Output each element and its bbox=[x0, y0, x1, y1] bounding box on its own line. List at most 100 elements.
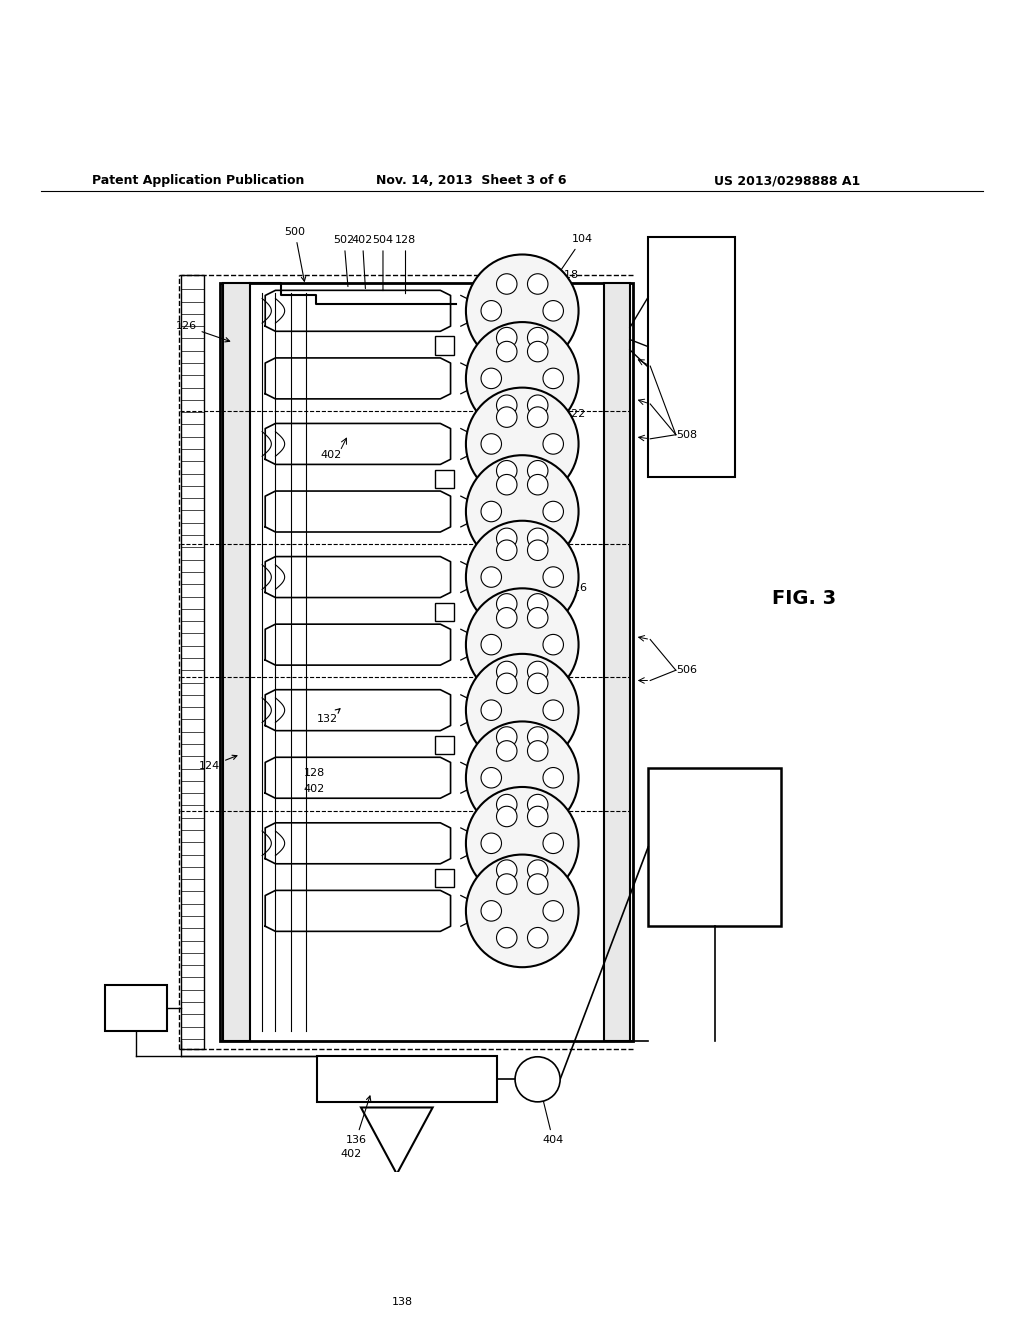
Bar bbox=[435, 470, 454, 488]
Circle shape bbox=[497, 327, 517, 348]
Text: 502: 502 bbox=[334, 235, 354, 286]
Polygon shape bbox=[360, 1107, 432, 1173]
Circle shape bbox=[466, 722, 579, 834]
Circle shape bbox=[481, 502, 502, 521]
Circle shape bbox=[481, 635, 502, 655]
Text: 138: 138 bbox=[391, 1298, 413, 1307]
Circle shape bbox=[543, 700, 563, 721]
Circle shape bbox=[527, 928, 548, 948]
Text: 500: 500 bbox=[285, 227, 306, 281]
Circle shape bbox=[497, 673, 517, 693]
Circle shape bbox=[527, 461, 548, 480]
Bar bbox=[105, 985, 167, 1031]
Text: 124: 124 bbox=[199, 755, 237, 771]
Circle shape bbox=[527, 795, 548, 814]
Circle shape bbox=[527, 741, 548, 762]
Bar bbox=[435, 603, 454, 622]
Text: 128: 128 bbox=[395, 235, 416, 294]
Text: 506: 506 bbox=[676, 665, 697, 676]
Bar bbox=[220, 284, 633, 1041]
Circle shape bbox=[527, 607, 548, 628]
Circle shape bbox=[497, 859, 517, 880]
Circle shape bbox=[481, 566, 502, 587]
Bar bbox=[648, 767, 781, 927]
Circle shape bbox=[481, 833, 502, 854]
Polygon shape bbox=[356, 1179, 437, 1241]
Circle shape bbox=[466, 787, 579, 900]
Text: 404: 404 bbox=[532, 1061, 563, 1146]
Circle shape bbox=[543, 434, 563, 454]
Circle shape bbox=[543, 502, 563, 521]
Text: 402: 402 bbox=[352, 235, 373, 289]
Circle shape bbox=[466, 854, 579, 968]
Text: 402: 402 bbox=[304, 784, 325, 795]
Circle shape bbox=[527, 528, 548, 549]
Circle shape bbox=[527, 874, 548, 894]
Circle shape bbox=[466, 455, 579, 568]
Text: 122: 122 bbox=[544, 409, 587, 420]
Text: Patent Application Publication: Patent Application Publication bbox=[92, 174, 304, 187]
Circle shape bbox=[527, 540, 548, 561]
Circle shape bbox=[497, 727, 517, 747]
Bar bbox=[223, 284, 250, 1041]
Circle shape bbox=[497, 741, 517, 762]
Circle shape bbox=[543, 566, 563, 587]
Circle shape bbox=[466, 255, 579, 367]
Text: 508: 508 bbox=[676, 430, 697, 440]
Text: 402: 402 bbox=[321, 450, 341, 461]
Circle shape bbox=[466, 388, 579, 500]
Circle shape bbox=[497, 874, 517, 894]
Text: 504: 504 bbox=[373, 235, 393, 290]
Circle shape bbox=[497, 273, 517, 294]
Circle shape bbox=[497, 807, 517, 826]
Circle shape bbox=[527, 327, 548, 348]
Circle shape bbox=[543, 635, 563, 655]
Circle shape bbox=[481, 301, 502, 321]
Circle shape bbox=[543, 368, 563, 388]
Text: 128: 128 bbox=[304, 768, 325, 777]
Circle shape bbox=[481, 900, 502, 921]
Circle shape bbox=[481, 434, 502, 454]
Circle shape bbox=[497, 928, 517, 948]
Bar bbox=[604, 284, 630, 1041]
Text: 402: 402 bbox=[340, 1148, 361, 1159]
Circle shape bbox=[497, 407, 517, 428]
Circle shape bbox=[543, 900, 563, 921]
Text: US 2013/0298888 A1: US 2013/0298888 A1 bbox=[714, 174, 860, 187]
Circle shape bbox=[527, 395, 548, 416]
Text: 114: 114 bbox=[528, 598, 572, 607]
Bar bbox=[648, 238, 735, 477]
Circle shape bbox=[527, 807, 548, 826]
Text: 136: 136 bbox=[345, 1096, 371, 1146]
Circle shape bbox=[543, 301, 563, 321]
Circle shape bbox=[527, 661, 548, 681]
Circle shape bbox=[497, 528, 517, 549]
Circle shape bbox=[497, 540, 517, 561]
Circle shape bbox=[481, 368, 502, 388]
Circle shape bbox=[527, 407, 548, 428]
Circle shape bbox=[497, 594, 517, 614]
Text: 116: 116 bbox=[544, 583, 589, 593]
Circle shape bbox=[481, 700, 502, 721]
Bar bbox=[435, 337, 454, 355]
Circle shape bbox=[527, 673, 548, 693]
Circle shape bbox=[527, 727, 548, 747]
Circle shape bbox=[497, 395, 517, 416]
Circle shape bbox=[527, 342, 548, 362]
Circle shape bbox=[527, 474, 548, 495]
Circle shape bbox=[466, 322, 579, 434]
Text: 132: 132 bbox=[317, 709, 340, 725]
Bar bbox=[317, 1056, 497, 1102]
Circle shape bbox=[527, 273, 548, 294]
Text: 126: 126 bbox=[175, 321, 229, 342]
Circle shape bbox=[481, 767, 502, 788]
Text: 104: 104 bbox=[550, 234, 593, 286]
Bar bbox=[435, 735, 454, 754]
Circle shape bbox=[515, 1057, 560, 1102]
Circle shape bbox=[497, 795, 517, 814]
Text: Nov. 14, 2013  Sheet 3 of 6: Nov. 14, 2013 Sheet 3 of 6 bbox=[376, 174, 566, 187]
Circle shape bbox=[466, 653, 579, 767]
Circle shape bbox=[466, 520, 579, 634]
Circle shape bbox=[497, 461, 517, 480]
Bar bbox=[181, 275, 204, 1049]
